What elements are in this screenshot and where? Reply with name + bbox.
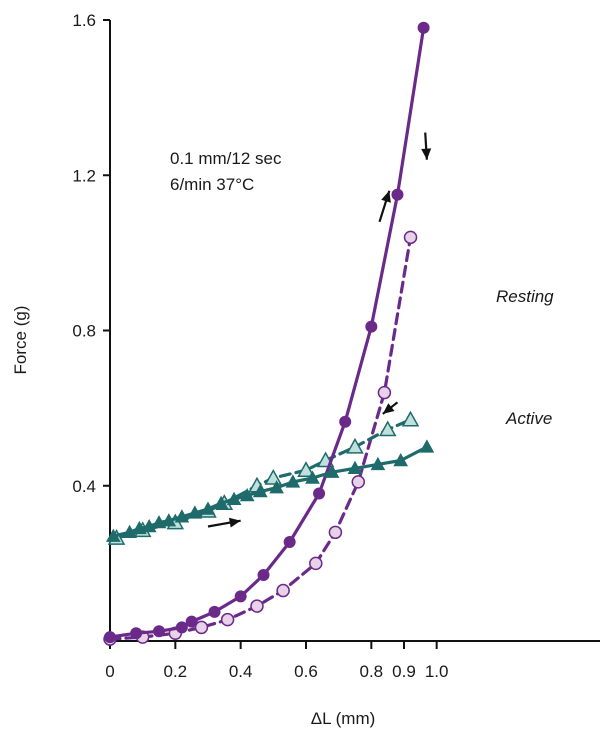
data-point-open-triangle (378, 420, 397, 437)
data-point-filled-triangle (174, 509, 190, 523)
x-tick-label: 0.9 (392, 662, 416, 681)
direction-arrows (207, 132, 432, 528)
x-tick-label: 0.2 (164, 662, 188, 681)
data-point-filled-circle (185, 615, 198, 628)
data-point-filled-triangle (285, 474, 301, 488)
data-point-open-circle (250, 599, 264, 613)
data-point-filled-triangle (305, 470, 320, 484)
data-point-open-circle (403, 230, 418, 245)
data-point-filled-triangle (105, 528, 121, 542)
data-point-filled-circle (234, 590, 247, 603)
data-point-filled-circle (153, 625, 165, 638)
data-point-filled-triangle (269, 480, 284, 494)
data-point-filled-triangle (122, 524, 137, 538)
data-point-open-circle (194, 620, 209, 635)
data-point-filled-triangle (151, 515, 167, 529)
y-tick-label: 1.2 (72, 166, 96, 185)
data-point-open-triangle (297, 461, 315, 477)
data-point-filled-circle (257, 569, 270, 582)
resting-label: Resting (496, 287, 554, 306)
data-point-filled-triangle (200, 501, 216, 515)
data-point-filled-circle (391, 188, 404, 201)
direction-arrow-head (382, 403, 395, 414)
x-tick-label: 0.6 (294, 662, 318, 681)
data-point-filled-triangle (141, 518, 157, 533)
protocol-note-line-2: 6/min 37°C (170, 175, 254, 194)
data-point-filled-triangle (226, 491, 242, 505)
x-tick-label: 0.8 (360, 662, 384, 681)
y-tick-label: 0.8 (72, 322, 96, 341)
data-point-filled-triangle (347, 460, 363, 474)
data-point-filled-triangle (419, 439, 435, 453)
data-point-filled-circle (130, 627, 143, 640)
series-layer (103, 21, 435, 646)
data-point-filled-circle (175, 621, 188, 634)
data-point-filled-circle (104, 631, 116, 644)
data-point-open-circle (377, 385, 392, 400)
data-point-open-circle (328, 525, 343, 540)
x-axis-title: ΔL (mm) (311, 709, 376, 728)
data-point-filled-circle (313, 487, 326, 500)
data-point-filled-circle (417, 21, 430, 34)
direction-arrow-head (381, 190, 391, 203)
data-point-filled-triangle (239, 487, 255, 502)
data-point-open-circle (220, 612, 235, 627)
data-point-filled-triangle (213, 495, 229, 509)
data-point-filled-circle (208, 605, 221, 618)
y-axis-title: Force (g) (11, 306, 30, 375)
data-point-filled-triangle (161, 513, 177, 527)
active-stretch-series (105, 439, 435, 542)
data-point-open-triangle (401, 410, 420, 427)
data-point-filled-triangle (132, 520, 147, 535)
data-point-filled-circle (283, 536, 296, 549)
data-point-open-circle (276, 583, 290, 598)
resting-stretch-line (108, 26, 426, 639)
direction-arrow-head (421, 148, 432, 160)
data-point-filled-triangle (252, 484, 268, 498)
data-point-open-circle (351, 475, 366, 489)
x-tick-label: 1.0 (425, 662, 449, 681)
y-tick-label: 0.4 (72, 477, 96, 496)
data-point-filled-triangle (370, 456, 386, 471)
data-point-open-triangle (264, 468, 283, 485)
protocol-note-line-1: 0.1 mm/12 sec (170, 149, 282, 168)
resting-release-line (108, 235, 413, 641)
data-point-filled-circle (365, 320, 378, 333)
x-tick-label: 0.4 (229, 662, 253, 681)
data-point-open-triangle (346, 437, 364, 454)
data-point-filled-triangle (393, 452, 409, 467)
data-point-filled-circle (339, 415, 352, 428)
x-tick-label: 0 (105, 662, 114, 681)
y-tick-label: 1.6 (72, 11, 96, 30)
direction-arrow-head (229, 517, 241, 528)
data-point-filled-triangle (187, 505, 203, 519)
resting-stretch-series (104, 21, 430, 644)
data-point-open-circle (309, 556, 323, 571)
data-point-filled-triangle (324, 464, 340, 478)
axes: 0.4 0.8 1.2 1.6 0 0.2 0.4 0.6 0.8 0.9 1.0 (72, 11, 600, 681)
active-label: Active (505, 409, 552, 428)
